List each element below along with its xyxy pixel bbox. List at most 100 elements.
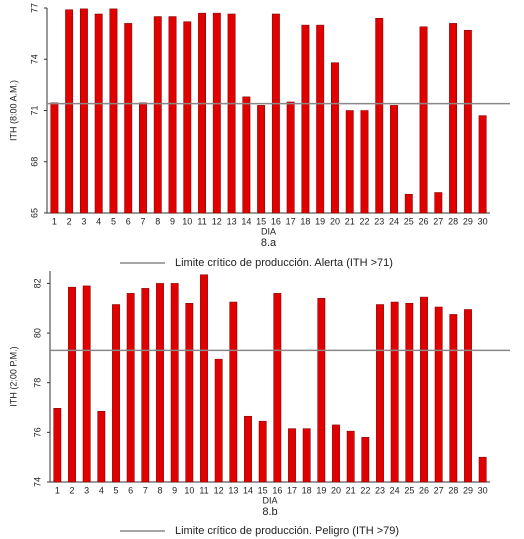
- x-tick-label: 20: [330, 216, 340, 226]
- bar: [404, 193, 413, 214]
- bar: [185, 303, 194, 483]
- x-tick-label: 22: [360, 485, 370, 495]
- x-tick-label: 3: [81, 216, 86, 226]
- bar: [316, 24, 325, 214]
- bar: [271, 13, 280, 214]
- x-tick-label: 21: [345, 216, 355, 226]
- y-tick-label: 78: [32, 378, 42, 388]
- x-tick-label: 27: [433, 216, 443, 226]
- x-tick-label: 19: [315, 216, 325, 226]
- x-tick-label: 17: [287, 485, 297, 495]
- bar: [361, 437, 370, 483]
- caption: 8.a: [261, 237, 277, 249]
- x-tick-label: 23: [375, 485, 385, 495]
- bar: [53, 408, 62, 483]
- bar: [65, 9, 74, 214]
- x-tick-label: 11: [197, 216, 206, 226]
- x-tick-label: 24: [390, 485, 400, 495]
- x-tick-label: 23: [374, 216, 384, 226]
- bar: [244, 415, 252, 483]
- y-tick-label: 65: [29, 208, 39, 218]
- bar: [302, 428, 311, 483]
- bar: [390, 105, 398, 214]
- legend-label: Limite crítico de producción. Peligro (I…: [175, 525, 399, 537]
- bar: [229, 301, 238, 483]
- x-tick-label: 21: [346, 485, 356, 495]
- bar: [153, 16, 162, 214]
- x-tick-label: 16: [272, 485, 282, 495]
- y-tick-label: 77: [29, 3, 39, 13]
- bar: [94, 13, 103, 214]
- bar: [214, 358, 223, 483]
- y-tick-label: 80: [32, 328, 42, 338]
- bar: [112, 304, 120, 483]
- y-tick-label: 74: [29, 54, 39, 64]
- bar: [212, 12, 221, 214]
- bar: [478, 115, 487, 214]
- x-tick-label: 19: [316, 485, 326, 495]
- y-tick-label: 68: [29, 157, 39, 167]
- bar: [405, 303, 414, 483]
- legend-label: Limite crítico de producción. Alerta (IT…: [175, 257, 393, 269]
- x-tick-label: 7: [143, 485, 148, 495]
- y-axis-label: ITH (2:00 P.M.): [8, 346, 18, 406]
- bar: [346, 430, 355, 483]
- x-tick-label: 10: [182, 216, 192, 226]
- bar: [139, 102, 147, 214]
- bar: [360, 110, 369, 214]
- x-tick-label: 14: [243, 485, 253, 495]
- x-tick-label: 1: [52, 216, 57, 226]
- x-tick-label: 1: [55, 485, 60, 495]
- x-tick-label: 30: [478, 485, 488, 495]
- x-axis-label: DIA: [262, 495, 277, 505]
- bar: [464, 309, 472, 483]
- y-tick-label: 74: [32, 477, 42, 487]
- x-tick-label: 29: [463, 216, 473, 226]
- x-tick-label: 25: [404, 485, 414, 495]
- x-tick-label: 11: [199, 485, 208, 495]
- x-tick-label: 9: [172, 485, 177, 495]
- bar: [258, 420, 267, 483]
- x-tick-label: 17: [286, 216, 296, 226]
- bar: [376, 304, 384, 483]
- bar: [109, 8, 118, 214]
- x-tick-label: 12: [214, 485, 224, 495]
- x-tick-label: 28: [448, 485, 458, 495]
- bar: [390, 301, 399, 483]
- bar: [126, 293, 135, 483]
- x-tick-label: 7: [140, 216, 145, 226]
- x-tick-label: 26: [419, 485, 429, 495]
- x-tick-label: 3: [84, 485, 89, 495]
- bar: [288, 428, 296, 483]
- x-tick-label: 6: [128, 485, 133, 495]
- bar: [170, 283, 179, 483]
- x-tick-label: 27: [434, 485, 444, 495]
- caption: 8.b: [262, 506, 277, 518]
- bar: [50, 102, 59, 214]
- bar: [242, 96, 251, 214]
- bar: [449, 314, 458, 483]
- bar: [345, 110, 354, 214]
- bar: [273, 293, 282, 483]
- bar: [68, 286, 76, 483]
- y-tick-label: 82: [32, 278, 42, 288]
- bar: [331, 62, 339, 214]
- x-tick-label: 16: [271, 216, 281, 226]
- x-tick-label: 4: [99, 485, 104, 495]
- bar: [141, 288, 150, 483]
- bar: [420, 296, 428, 483]
- x-tick-label: 14: [241, 216, 251, 226]
- x-tick-label: 25: [404, 216, 414, 226]
- x-tick-label: 5: [113, 485, 118, 495]
- x-tick-label: 12: [212, 216, 222, 226]
- x-tick-label: 18: [302, 485, 312, 495]
- bar: [317, 298, 326, 483]
- x-tick-label: 15: [258, 485, 268, 495]
- x-tick-label: 8: [157, 485, 162, 495]
- x-tick-label: 26: [419, 216, 429, 226]
- bar: [434, 306, 443, 483]
- bar: [82, 285, 91, 483]
- bar: [332, 424, 340, 483]
- x-tick-label: 5: [111, 216, 116, 226]
